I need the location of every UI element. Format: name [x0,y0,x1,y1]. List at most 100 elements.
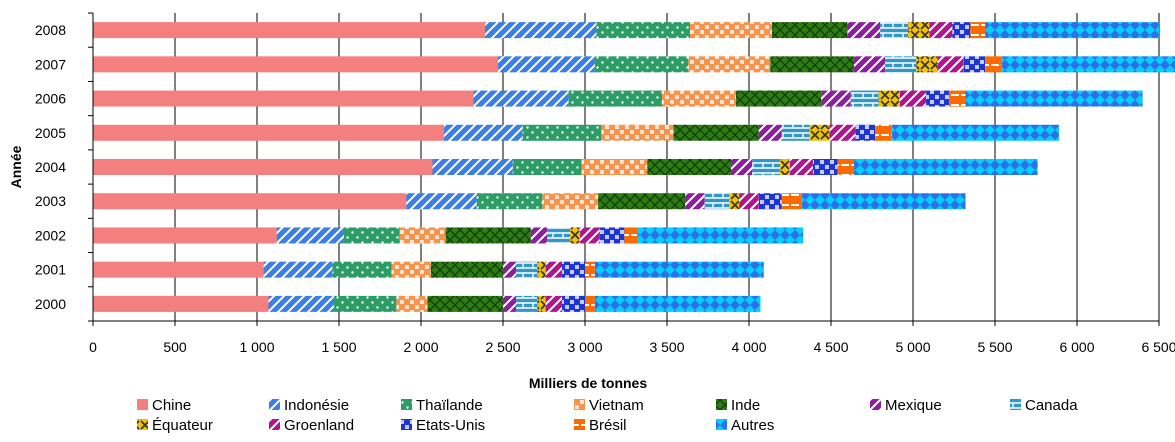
x-tick-label: 3 500 [649,339,684,355]
legend-swatch [269,399,280,410]
legend-swatch [401,399,412,410]
legend-item-mexique: Mexique [870,397,942,414]
legend-item-etats-unis: Etats-Unis [401,417,485,434]
bar-etats-unis-2004 [812,159,838,175]
bar-indonesie-2001 [263,261,333,278]
bar-chine-2005 [93,124,444,141]
x-tick-label: 500 [163,339,187,355]
bar-vietnam-2008 [689,22,772,39]
x-tick-label: 4 000 [731,339,766,355]
bar-canada-2006 [850,90,879,107]
legend-swatch [401,419,412,430]
legend-label: Indonésie [284,397,349,414]
bar-canada-2005 [781,124,810,141]
bar-equateur-2001 [537,261,546,278]
bar-bresil-2006 [949,90,966,107]
bar-inde-2002 [445,227,531,244]
bar-indonesie-2005 [443,124,523,141]
bar-vietnam-2007 [688,56,771,73]
bar-groenland-2007 [937,56,964,73]
legend-swatch [870,399,881,410]
bar-thailande-2005 [522,124,602,141]
bar-bresil-2005 [875,124,892,141]
bar-equateur-2004 [780,159,790,175]
legend-item-equateur: Équateur [137,417,213,434]
legend-item-chine: Chine [137,397,191,414]
bar-equateur-2002 [570,227,581,244]
bar-indonesie-2002 [276,227,344,244]
bar-autres-2006 [965,90,1143,107]
bar-vietnam-2000 [396,295,428,312]
bar-etats-unis-2003 [758,193,782,210]
bar-canada-2001 [516,261,538,278]
legend-label: Équateur [152,417,213,434]
bar-vietnam-2003 [542,193,599,210]
legend-label: Etats-Unis [416,417,485,434]
x-tick-labels: 0 500 1 000 1 500 2 000 2 500 3 000 3 500 4 000 4… [89,339,1175,355]
bar-chine-2006 [93,90,474,107]
bar-inde-2001 [430,261,503,278]
bar-canada-2002 [547,227,571,244]
legend-label: Canada [1025,397,1078,414]
legend-item-groenland: Groenland [269,417,354,434]
y-tick-label: 2001 [35,262,66,278]
bar-etats-unis-2001 [562,261,585,278]
y-tick-label: 2005 [35,125,66,141]
bar-thailande-2007 [594,56,689,73]
bar-mexique-2006 [821,90,851,107]
bar-thailande-2008 [596,22,690,39]
x-tick-label: 1 000 [239,339,274,355]
legend-item-vietnam: Vietnam [574,397,644,414]
legend-swatch [716,399,727,410]
bar-autres-2001 [594,261,764,278]
bar-mexique-2002 [530,227,548,244]
bar-autres-2004 [853,159,1038,175]
bar-indonesie-2007 [498,56,595,73]
bar-chine-2001 [93,261,264,278]
bar-groenland-2003 [739,193,759,210]
bar-thailande-2000 [334,295,397,312]
legend-label: Thaïlande [416,397,483,414]
bar-chine-2003 [93,193,407,210]
bar-equateur-2005 [809,124,830,141]
bar-bresil-2007 [985,56,1002,73]
bar-vietnam-2004 [581,159,648,175]
y-tick-labels: 2000 2001 2002 2003 2004 2005 2006 2007 2008 [35,22,66,312]
bar-inde-2005 [673,124,759,141]
y-tick-label: 2000 [35,296,66,312]
legend-swatch [269,419,280,430]
bar-indonesie-2000 [268,295,335,312]
legend-swatch [574,399,585,410]
bar-vietnam-2006 [662,90,736,107]
bar-etats-unis-2006 [926,90,950,107]
x-tick-label: 3 000 [567,339,602,355]
legend: Chine Indonésie Thaïlande Vietnam Inde Mexiqu… [137,397,1078,434]
bar-chine-2007 [93,56,499,73]
legend-swatch [574,419,585,430]
legend-label: Chine [152,397,191,414]
y-axis-title: Année [8,145,24,188]
bar-indonesie-2006 [473,90,569,107]
bar-vietnam-2002 [399,227,446,244]
bar-thailande-2003 [476,193,543,210]
bar-thailande-2001 [332,261,392,278]
y-tick-label: 2008 [35,22,66,38]
x-tick-label: 5 000 [895,339,930,355]
legend-item-inde: Inde [716,397,760,414]
bar-etats-unis-2000 [562,295,585,312]
bar-equateur-2000 [537,295,546,312]
bar-canada-2004 [752,159,781,175]
bar-vietnam-2005 [601,124,674,141]
bar-etats-unis-2002 [599,227,625,244]
bar-autres-2007 [1001,56,1175,73]
legend-item-canada: Canada [1010,397,1078,414]
y-tick-label: 2004 [35,159,66,175]
legend-label: Inde [731,397,760,414]
bar-groenland-2001 [545,261,563,278]
bar-canada-2003 [704,193,730,210]
bar-groenland-2000 [545,295,563,312]
legend-label: Mexique [885,397,942,414]
bar-etats-unis-2005 [855,124,876,141]
bar-groenland-2008 [929,22,953,39]
bars [93,22,1175,312]
